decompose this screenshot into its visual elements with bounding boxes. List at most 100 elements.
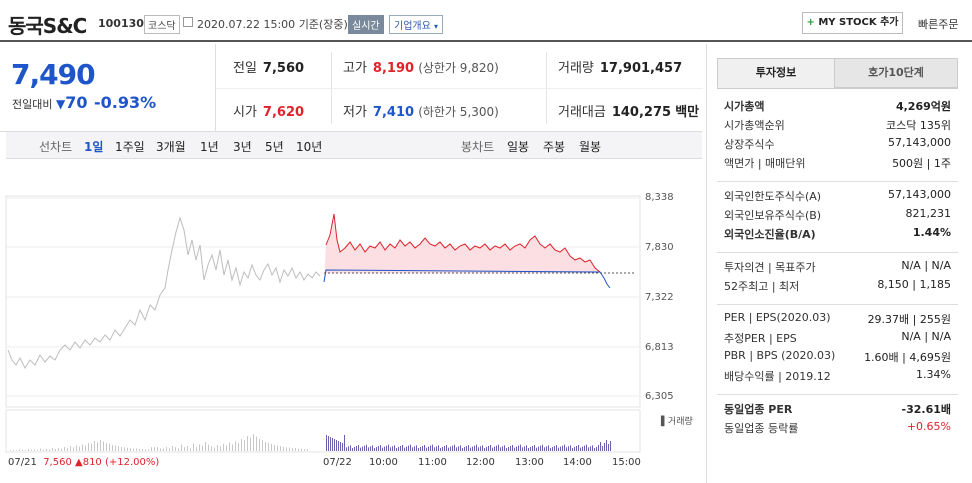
info-row: 시가총액 4,269억원	[724, 98, 951, 114]
tab-10year[interactable]: 10년	[296, 140, 323, 154]
today-volume-bar	[478, 447, 479, 451]
prev-volume-bar	[103, 441, 104, 451]
prev-volume-bar	[193, 443, 194, 451]
today-volume-bar	[560, 446, 561, 451]
prev-volume-bar	[253, 434, 254, 451]
today-volume-bar	[610, 441, 611, 451]
today-volume-bar	[446, 445, 447, 451]
tab-5year[interactable]: 5년	[265, 140, 284, 154]
prev-volume-bar	[43, 449, 44, 451]
prev-volume-bar	[187, 445, 188, 451]
tab-investment-info[interactable]: 투자정보	[717, 58, 835, 88]
prev-volume-bar	[274, 445, 275, 451]
prev-volume-bar	[265, 442, 266, 451]
prev-volume-bar	[88, 443, 89, 451]
today-volume-bar	[340, 442, 341, 451]
tab-daily-candle[interactable]: 일봉	[507, 140, 530, 154]
prev-volume-bar	[61, 448, 62, 451]
investment-info-panel: 투자정보 호가10단계 시가총액 4,269억원 시가총액순위 코스닥 135위 상장주…	[706, 44, 972, 483]
info-row: PBR | BPS (2020.03) 1.60배 | 4,695원	[724, 349, 951, 365]
today-volume-bar	[332, 438, 333, 451]
current-price: 7,490	[11, 58, 96, 91]
today-volume-bar	[510, 446, 511, 451]
today-volume-bar	[348, 446, 349, 451]
tab-3year[interactable]: 3년	[233, 140, 252, 154]
prev-volume-bar	[226, 445, 227, 451]
today-volume-bar	[370, 446, 371, 451]
prev-volume-bar	[52, 448, 53, 451]
tab-1week[interactable]: 1주일	[115, 140, 145, 154]
today-volume-bar	[364, 445, 365, 451]
add-mystock-button[interactable]: + MY STOCK 추가	[802, 12, 903, 34]
info-value: 1.44%	[912, 226, 951, 239]
today-volume-bar	[460, 445, 461, 451]
today-volume-bar	[606, 440, 607, 451]
info-value: 4,269억원	[895, 100, 951, 113]
today-volume-bar	[572, 448, 573, 451]
today-volume-bar	[448, 447, 449, 451]
today-volume-bar	[428, 446, 429, 451]
prev-volume-bar	[124, 447, 125, 451]
today-volume-bar	[598, 445, 599, 451]
today-volume-bar	[330, 437, 331, 451]
prev-volume-bar	[259, 439, 260, 451]
today-volume-bar	[380, 445, 381, 451]
today-volume-bar	[356, 446, 357, 451]
y-tick: 6,305	[645, 391, 674, 402]
today-volume-bar	[524, 446, 525, 451]
tab-order-book[interactable]: 호가10단계	[834, 58, 958, 88]
info-value: -32.61배	[901, 403, 951, 416]
tab-1day[interactable]: 1일	[84, 140, 104, 154]
today-volume-bar	[506, 448, 507, 451]
today-volume-bar	[436, 446, 437, 451]
today-volume-bar	[538, 446, 539, 451]
x-tick: 12:00	[466, 457, 495, 468]
today-volume-bar	[430, 445, 431, 451]
info-value: 1.34%	[916, 368, 951, 381]
today-volume-bar	[344, 435, 345, 451]
tab-1year[interactable]: 1년	[200, 140, 219, 154]
today-volume-bar	[600, 442, 601, 451]
prev-volume-bar	[202, 445, 203, 451]
today-volume-bar	[432, 444, 433, 451]
info-key: 52주최고 | 최저	[724, 280, 800, 293]
tab-3month[interactable]: 3개월	[156, 140, 186, 154]
tab-weekly-candle[interactable]: 주봉	[543, 140, 566, 154]
today-volume-bar	[414, 446, 415, 451]
prev-volume-bar	[79, 446, 80, 451]
prev-volume-bar	[91, 443, 92, 451]
today-volume-bar	[548, 445, 549, 451]
vs-prev-label: 전일대비	[12, 98, 53, 111]
today-volume-bar	[474, 445, 475, 451]
prev-volume-bar	[271, 443, 272, 451]
prev-volume-bar	[181, 444, 182, 451]
tab-monthly-candle[interactable]: 월봉	[579, 140, 602, 154]
quick-order-link[interactable]: 빠른주문	[918, 18, 959, 31]
today-volume-bar	[406, 446, 407, 451]
trade-amount: 거래대금 140,275 백만	[558, 105, 700, 120]
today-volume-bar	[326, 435, 327, 451]
today-volume-bar	[494, 446, 495, 451]
today-volume-bar	[408, 445, 409, 451]
today-volume-bar	[400, 446, 401, 451]
today-volume-bar	[490, 445, 491, 451]
prev-volume-bar	[220, 446, 221, 451]
prev-volume-bar	[22, 449, 23, 451]
realtime-button[interactable]: 실시간	[348, 15, 384, 34]
corp-summary-dropdown[interactable]: 기업개요 ▾	[389, 15, 444, 34]
prev-volume-bar	[85, 445, 86, 451]
info-key: 상장주식수	[724, 138, 775, 151]
prev-volume-bar	[235, 441, 236, 451]
today-volume-bar	[440, 448, 441, 451]
prev-volume-bar	[190, 448, 191, 451]
prev-volume-bar	[262, 440, 263, 451]
line-chart-label: 선차트	[39, 140, 73, 154]
today-volume-bar	[542, 444, 543, 451]
prev-volume-bar	[25, 450, 26, 451]
prev-volume-bar	[70, 446, 71, 451]
today-volume-bar	[554, 446, 555, 451]
prev-volume-bar	[289, 447, 290, 451]
today-volume-bar	[338, 441, 339, 451]
info-key: 동일업종 등락률	[724, 422, 799, 435]
prev-volume-bar	[19, 449, 20, 451]
